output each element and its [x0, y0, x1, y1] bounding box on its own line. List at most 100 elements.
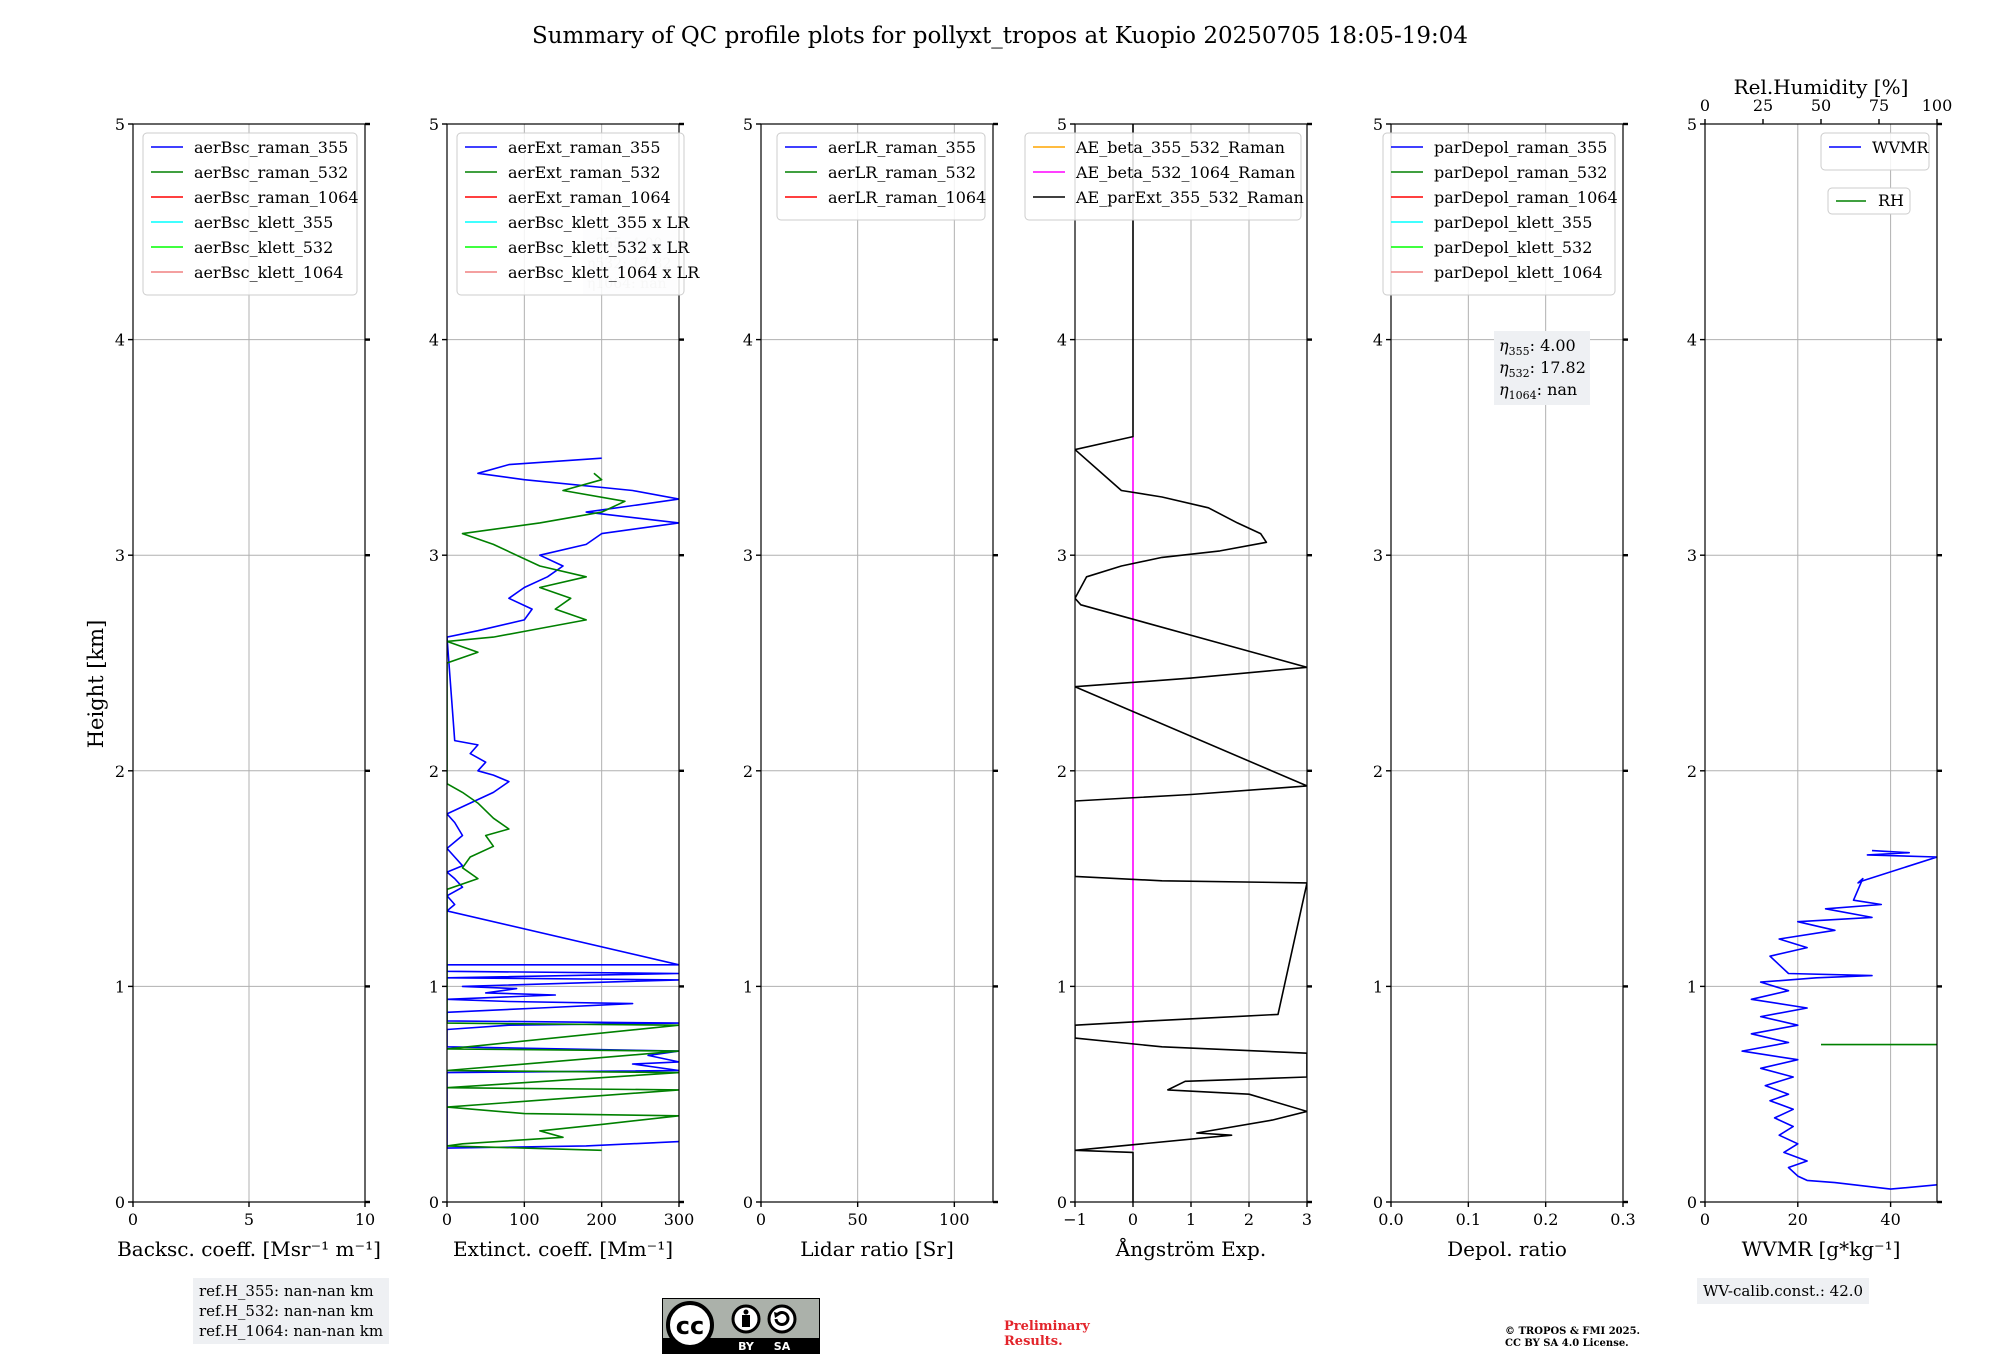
x-tick-label: 5	[244, 1210, 254, 1229]
x-tick-label: 0	[442, 1210, 452, 1229]
eta-value: : 4.00	[1530, 336, 1576, 355]
legend-label: aerLR_raman_532	[828, 163, 976, 182]
y-tick-label: 5	[1057, 115, 1067, 134]
y-tick-label: 5	[1373, 115, 1383, 134]
refh-355-text: ref.H_355: nan-nan km	[199, 1282, 374, 1300]
legend-frame	[1820, 132, 1930, 171]
legend-label: aerExt_raman_355	[508, 138, 661, 157]
axes-frame	[760, 123, 994, 1203]
y-tick-label: 2	[1057, 762, 1067, 781]
legend-frame	[776, 132, 986, 221]
x-axis-label: Lidar ratio [Sr]	[800, 1237, 954, 1261]
copyright-line-1: © TROPOS & FMI 2025.	[1505, 1326, 1641, 1337]
y-tick-label: 2	[1373, 762, 1383, 781]
eta-value: : nan	[1537, 380, 1578, 399]
preliminary-line-2: Results.	[1004, 1334, 1063, 1349]
legend-label: parDepol_raman_1064	[1434, 188, 1618, 207]
x-tick-label: 1	[1186, 1210, 1196, 1229]
y-tick-label: 3	[115, 546, 125, 565]
y-tick-label: 4	[1687, 331, 1697, 350]
copyright-note: © TROPOS & FMI 2025. CC BY SA 4.0 Licens…	[1505, 1326, 1640, 1350]
y-tick-label: 1	[743, 977, 753, 996]
x-tick-label: 20	[1788, 1210, 1808, 1229]
legend-label: aerExt_raman_532	[508, 163, 661, 182]
legend2-frame	[1827, 187, 1911, 215]
series-aerExt_raman_532	[447, 472, 679, 1152]
legend: aerBsc_raman_355 aerBsc_raman_532 aerBsc_r…	[142, 132, 359, 296]
x-tick-label: 0.2	[1533, 1210, 1558, 1229]
eta-box	[1494, 331, 1590, 405]
y-tick-label: 0	[1373, 1193, 1383, 1212]
y-tick-label: 3	[743, 546, 753, 565]
y-tick-label: 5	[115, 115, 125, 134]
y-tick-label: 4	[115, 331, 125, 350]
x-axis-label: WVMR [g*kg⁻¹]	[1742, 1237, 1901, 1261]
x-tick-label: 0.3	[1610, 1210, 1635, 1229]
wv-calib-box: WV-calib.const.: 42.0	[1697, 1278, 1870, 1304]
eta-line: η532: 17.82	[1499, 358, 1586, 380]
series-WVMR	[1741, 849, 1937, 1190]
x-axis-label: Backsc. coeff. [Msr⁻¹ m⁻¹]	[117, 1237, 381, 1261]
x-tick-label: 100	[509, 1210, 540, 1229]
y-tick-label: 0	[743, 1193, 753, 1212]
y-tick-label: 3	[1373, 546, 1383, 565]
x-axis-label: Ångström Exp.	[1115, 1236, 1266, 1261]
y-tick-label: 4	[429, 331, 439, 350]
x-tick-label: 0	[756, 1210, 766, 1229]
copyright-line-2: CC BY SA 4.0 License.	[1505, 1338, 1629, 1349]
y-tick-label: 1	[429, 977, 439, 996]
y-tick-label: 3	[1687, 546, 1697, 565]
legend-label: aerLR_raman_1064	[828, 188, 986, 207]
top-x-tick-label: 25	[1753, 96, 1773, 115]
sa-text: SA	[774, 1340, 791, 1353]
y-tick-label: 5	[1687, 115, 1697, 134]
refh-532-text: ref.H_532: nan-nan km	[199, 1302, 374, 1320]
top-x-tick-label: 0	[1700, 96, 1710, 115]
eta-subscript: 355	[1509, 345, 1530, 358]
y-tick-label: 1	[1057, 977, 1067, 996]
wv-calib-text: WV-calib.const.: 42.0	[1703, 1282, 1864, 1300]
x-tick-label: 3	[1302, 1210, 1312, 1229]
legend-frame	[142, 132, 358, 296]
y-tick-label: 2	[1687, 762, 1697, 781]
legend-label: aerExt_raman_1064	[508, 188, 671, 207]
legend-label: parDepol_raman_532	[1434, 163, 1607, 182]
x-axis-label: Extinct. coeff. [Mm⁻¹]	[453, 1237, 673, 1261]
legend-label: aerBsc_klett_355	[194, 213, 333, 232]
legend-label: aerBsc_raman_1064	[194, 188, 359, 207]
cc-text: cc	[676, 1312, 704, 1340]
legend-frame	[1024, 132, 1302, 221]
reference-height-box: ref.H_355: nan-nan km ref.H_532: nan-nan…	[193, 1278, 390, 1344]
y-tick-label: 0	[429, 1193, 439, 1212]
y-tick-label: 0	[1057, 1193, 1067, 1212]
x-tick-label: 50	[847, 1210, 867, 1229]
eta-value: : 17.82	[1530, 358, 1586, 377]
top-x-tick-label: 100	[1922, 96, 1953, 115]
eta-subscript: 532	[1509, 367, 1530, 380]
x-tick-label: 40	[1880, 1210, 1900, 1229]
y-tick-label: 1	[115, 977, 125, 996]
legend-label: parDepol_klett_1064	[1434, 263, 1603, 282]
legend-label: aerBsc_klett_355 x LR	[508, 213, 690, 232]
y-tick-label: 0	[1687, 1193, 1697, 1212]
y-tick-label: 5	[429, 115, 439, 134]
refh-1064-text: ref.H_1064: nan-nan km	[199, 1322, 384, 1340]
eta-symbol: η	[1499, 380, 1509, 399]
series-aerExt_raman_355	[447, 457, 679, 1149]
eta-line: η1064: nan	[1499, 380, 1577, 402]
legend: aerLR_raman_355 aerLR_raman_532 aerLR_rama…	[776, 132, 986, 221]
x-tick-label: 10	[355, 1210, 375, 1229]
legend-frame	[456, 132, 685, 296]
legend-label: WVMR	[1872, 138, 1929, 157]
x-tick-label: 0.0	[1378, 1210, 1403, 1229]
eta-subscript: 1064	[1509, 389, 1537, 402]
panel-bsc: 0 1 2 3 4 5 0 5 10 Backsc. coeff. [Msr⁻¹ m⁻¹] aerB…	[115, 115, 381, 1261]
y-tick-label: 0	[115, 1193, 125, 1212]
eta-line: η355: 4.00	[1499, 336, 1576, 358]
y-tick-label: 4	[1373, 331, 1383, 350]
legend: WVMR RH	[1820, 132, 1930, 215]
